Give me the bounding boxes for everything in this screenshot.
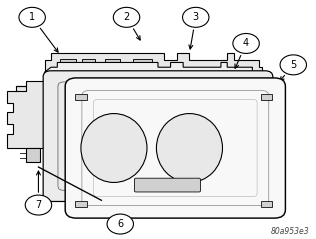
- Text: 2: 2: [124, 12, 130, 22]
- Polygon shape: [7, 53, 262, 148]
- FancyBboxPatch shape: [134, 178, 200, 192]
- Bar: [133, 59, 152, 65]
- Ellipse shape: [73, 105, 142, 177]
- Circle shape: [66, 74, 74, 80]
- Circle shape: [183, 7, 209, 27]
- Bar: [75, 201, 87, 207]
- Bar: [120, 99, 131, 105]
- Bar: [261, 201, 272, 207]
- Ellipse shape: [81, 114, 147, 182]
- Circle shape: [155, 108, 161, 112]
- Text: 5: 5: [290, 60, 296, 70]
- FancyBboxPatch shape: [65, 78, 285, 218]
- Circle shape: [233, 33, 259, 54]
- Circle shape: [54, 84, 117, 131]
- Polygon shape: [45, 62, 259, 153]
- Circle shape: [192, 100, 225, 125]
- Circle shape: [280, 55, 307, 75]
- Circle shape: [242, 136, 250, 141]
- Text: 1: 1: [29, 12, 35, 22]
- Ellipse shape: [79, 112, 136, 170]
- Text: 3: 3: [193, 12, 199, 22]
- Bar: [105, 59, 120, 65]
- Bar: [60, 59, 76, 65]
- Bar: [174, 83, 185, 89]
- Circle shape: [19, 7, 46, 27]
- Ellipse shape: [156, 114, 222, 182]
- Bar: [26, 148, 40, 162]
- Bar: [64, 114, 75, 120]
- Text: 80a953e3: 80a953e3: [270, 227, 309, 236]
- Circle shape: [113, 7, 140, 27]
- Circle shape: [104, 74, 112, 80]
- Circle shape: [123, 89, 180, 131]
- Bar: [64, 99, 75, 105]
- Circle shape: [107, 214, 133, 234]
- Circle shape: [179, 76, 187, 82]
- Circle shape: [65, 92, 106, 123]
- Text: 4: 4: [243, 38, 249, 49]
- Bar: [261, 94, 272, 100]
- Bar: [114, 80, 125, 86]
- Bar: [64, 85, 75, 91]
- Bar: [190, 99, 200, 105]
- Circle shape: [162, 108, 167, 112]
- Circle shape: [142, 76, 149, 82]
- Circle shape: [242, 98, 250, 103]
- FancyBboxPatch shape: [131, 167, 204, 183]
- FancyBboxPatch shape: [43, 71, 273, 201]
- Circle shape: [149, 108, 154, 112]
- Ellipse shape: [161, 105, 230, 177]
- Circle shape: [242, 121, 250, 127]
- Circle shape: [217, 76, 225, 82]
- Circle shape: [133, 96, 170, 124]
- Ellipse shape: [167, 112, 224, 170]
- Circle shape: [25, 195, 52, 215]
- Text: 7: 7: [35, 200, 42, 210]
- Text: 6: 6: [117, 219, 123, 229]
- FancyBboxPatch shape: [125, 122, 185, 137]
- Bar: [75, 94, 87, 100]
- Bar: [82, 59, 95, 65]
- Circle shape: [183, 93, 234, 131]
